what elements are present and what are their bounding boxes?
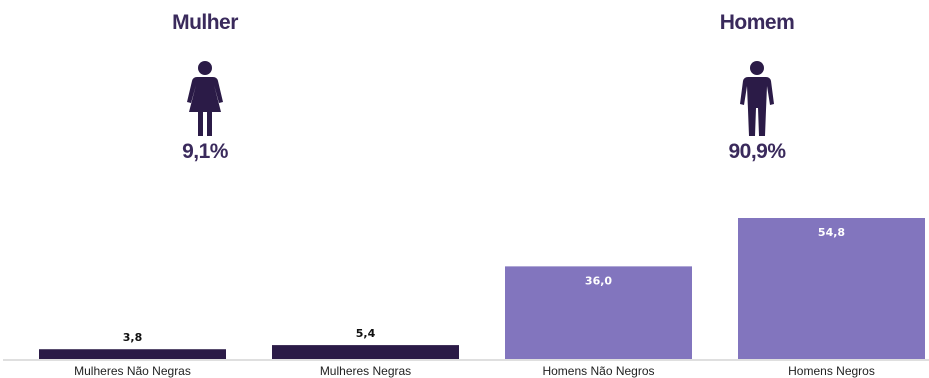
bar-2 <box>272 345 459 359</box>
category-label: Mulheres Negras <box>320 364 411 378</box>
bar-1 <box>39 349 226 359</box>
male-title: Homem <box>719 11 795 34</box>
bar-4 <box>738 218 925 359</box>
man-icon <box>740 61 774 136</box>
category-label: Homens Negros <box>788 364 875 378</box>
category-label: Mulheres Não Negras <box>74 364 191 378</box>
bar-3 <box>505 266 692 359</box>
female-summary: Mulher 9,1% <box>125 8 285 164</box>
bar-value-label: 3,8 <box>123 331 143 344</box>
bar-value-label: 5,4 <box>356 327 376 340</box>
male-summary: Homem 90,9% <box>677 8 837 164</box>
bar-value-label: 36,0 <box>585 274 612 287</box>
female-title: Mulher <box>172 11 238 34</box>
female-percentage: 9,1% <box>182 140 228 163</box>
bar-value-label: 54,8 <box>818 226 845 239</box>
category-label: Homens Não Negros <box>542 364 654 378</box>
male-percentage: 90,9% <box>728 140 786 163</box>
woman-icon <box>187 61 223 136</box>
bars-group: 3,8 Mulheres Não Negras 5,4 Mulheres Negras… <box>39 218 925 378</box>
